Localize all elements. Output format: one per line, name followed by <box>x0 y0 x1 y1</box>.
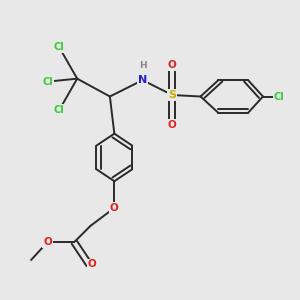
Text: S: S <box>168 90 176 100</box>
Text: O: O <box>110 203 119 213</box>
Text: O: O <box>168 60 177 70</box>
Text: O: O <box>168 120 177 130</box>
Text: O: O <box>43 237 52 247</box>
Text: Cl: Cl <box>42 76 53 87</box>
Text: H: H <box>139 61 146 70</box>
Text: O: O <box>88 260 96 269</box>
Text: Cl: Cl <box>54 105 65 115</box>
Text: Cl: Cl <box>54 43 65 52</box>
Text: Cl: Cl <box>274 92 285 101</box>
Text: N: N <box>138 75 147 85</box>
